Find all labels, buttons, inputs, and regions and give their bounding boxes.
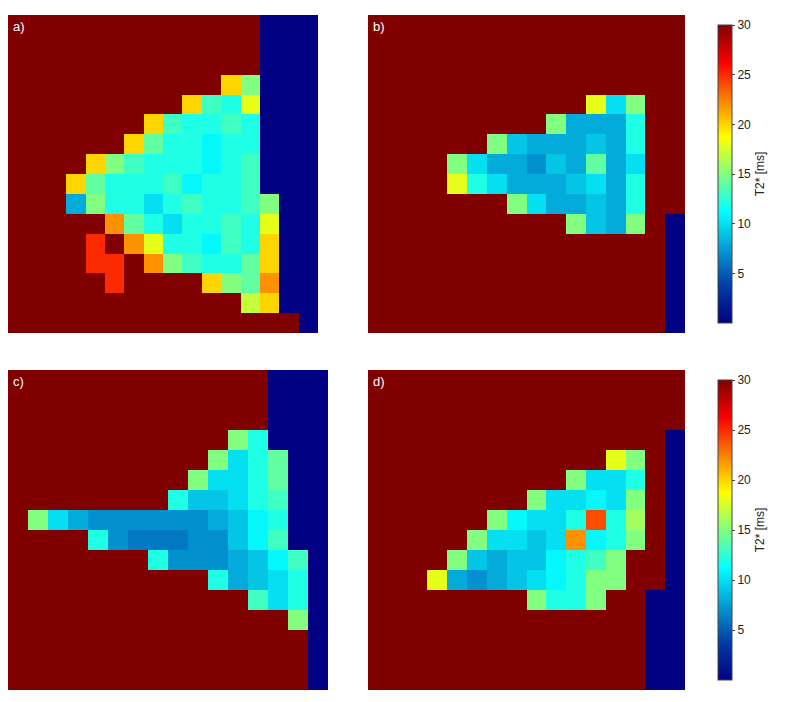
svg-text:T2* [ms]: T2* [ms] xyxy=(753,152,767,197)
svg-text:d): d) xyxy=(373,374,385,389)
svg-text:5: 5 xyxy=(737,267,744,281)
svg-text:30: 30 xyxy=(737,373,751,387)
svg-text:20: 20 xyxy=(737,473,751,487)
svg-text:15: 15 xyxy=(737,167,751,181)
svg-text:10: 10 xyxy=(737,573,751,587)
svg-text:a): a) xyxy=(13,19,25,34)
svg-text:b): b) xyxy=(373,19,385,34)
svg-text:T2* [ms]: T2* [ms] xyxy=(753,508,767,553)
svg-text:5: 5 xyxy=(737,623,744,637)
svg-text:25: 25 xyxy=(737,423,751,437)
svg-text:10: 10 xyxy=(737,217,751,231)
svg-text:25: 25 xyxy=(737,68,751,82)
svg-text:c): c) xyxy=(13,374,24,389)
svg-text:20: 20 xyxy=(737,118,751,132)
svg-text:30: 30 xyxy=(737,18,751,32)
svg-text:15: 15 xyxy=(737,523,751,537)
